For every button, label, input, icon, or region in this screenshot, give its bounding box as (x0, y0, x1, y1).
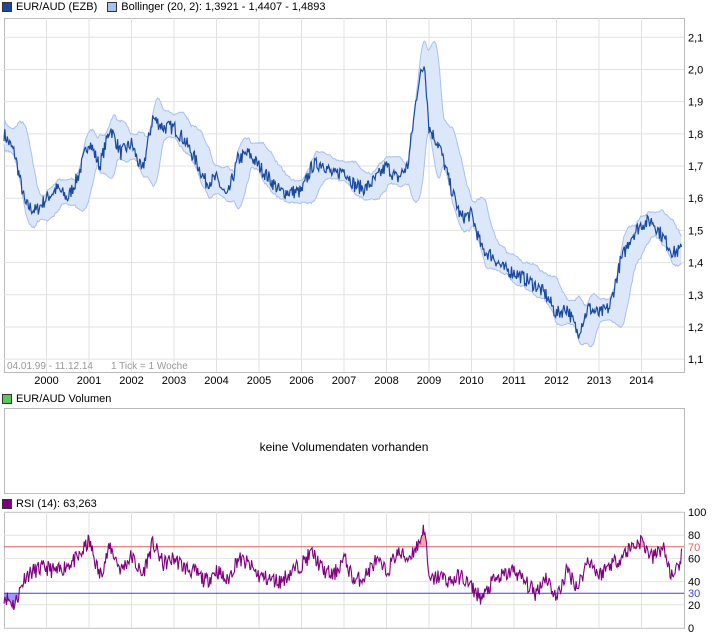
rsi-y-tick-label: 20 (688, 600, 700, 612)
rsi-line (3, 524, 683, 611)
y-tick-label: 1,3 (688, 290, 703, 302)
rsi-legend: RSI (14): 63,263 (2, 497, 97, 510)
x-tick-label: 2001 (77, 375, 101, 387)
x-tick-label: 2010 (459, 375, 483, 387)
price-panel: 1,1 1,2 1,3 1,4 1,5 1,6 1,7 1,8 1,9 2,0 2,1 2000 200… (3, 18, 703, 387)
x-tick-label: 2011 (502, 375, 526, 387)
x-tick-label: 2004 (204, 375, 228, 387)
x-tick-label: 2003 (162, 375, 186, 387)
bollinger-lower-line (3, 131, 682, 348)
price-series-label: EUR/AUD (EZB) (16, 0, 98, 13)
x-tick-label: 2000 (34, 375, 58, 387)
rsi-y-tick-label: 100 (688, 507, 706, 519)
y-tick-label: 1,4 (688, 258, 703, 270)
rsi-swatch-icon (2, 498, 12, 509)
y-tick-label: 2,1 (688, 32, 703, 44)
rsi-panel: 0 20 40 60 80 100 70 30 (3, 507, 706, 635)
eurAud-swatch-icon (2, 1, 12, 12)
y-tick-label: 1,5 (688, 225, 703, 237)
price-legend: EUR/AUD (EZB) Bollinger (20, 2): 1,3921 … (2, 0, 326, 13)
volume-label: EUR/AUD Volumen (16, 392, 112, 405)
volume-swatch-icon (2, 393, 12, 404)
no-volume-message: keine Volumendaten vorhanden (259, 440, 429, 454)
y-tick-label: 1,1 (688, 354, 703, 366)
y-tick-label: 2,0 (688, 64, 703, 76)
x-tick-label: 2007 (332, 375, 356, 387)
rsi-y-tick-label: 60 (688, 553, 700, 565)
x-tick-label: 2009 (417, 375, 441, 387)
bollinger-upper-line (3, 40, 682, 307)
rsi-y-tick-label: 40 (688, 577, 700, 589)
tick-note-label: 1 Tick = 1 Woche (111, 361, 188, 372)
eurAud-price-line (3, 66, 683, 339)
y-tick-label: 1,7 (688, 161, 703, 173)
volume-legend: EUR/AUD Volumen (2, 392, 111, 405)
y-tick-label: 1,2 (688, 322, 703, 334)
rsi-level-30-label: 30 (688, 588, 700, 600)
rsi-y-tick-label: 80 (688, 530, 700, 542)
x-tick-label: 2005 (247, 375, 271, 387)
volume-panel (4, 408, 685, 494)
rsi-y-tick-label: 0 (688, 623, 694, 635)
date-range-label: 04.01.99 - 11.12.14 (7, 361, 93, 372)
x-tick-label: 2014 (629, 375, 653, 387)
y-tick-label: 1,6 (688, 193, 703, 205)
bollinger-label: Bollinger (20, 2): 1,3921 - 1,4407 - 1,4… (121, 0, 326, 13)
y-tick-label: 1,9 (688, 97, 703, 109)
bollinger-swatch-icon (107, 1, 118, 12)
x-tick-label: 2013 (587, 375, 611, 387)
y-tick-label: 1,8 (688, 129, 703, 141)
x-tick-label: 2012 (544, 375, 568, 387)
x-tick-label: 2006 (289, 375, 313, 387)
x-tick-label: 2008 (374, 375, 398, 387)
rsi-level-70-label: 70 (688, 542, 700, 554)
rsi-label: RSI (14): 63,263 (16, 497, 97, 510)
x-tick-label: 2002 (119, 375, 143, 387)
volume-panel-frame (4, 408, 685, 494)
